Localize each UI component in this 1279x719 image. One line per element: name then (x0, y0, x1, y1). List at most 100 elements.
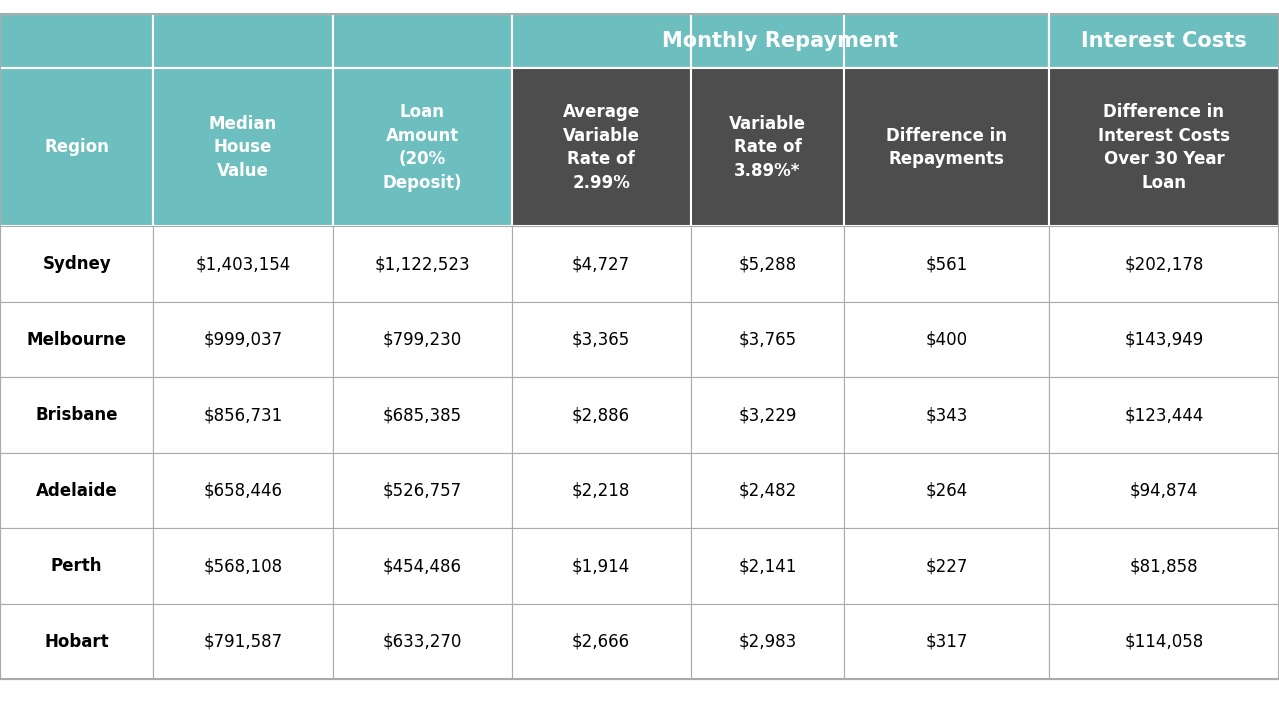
Bar (844, 68, 1049, 226)
Text: $343: $343 (925, 406, 968, 424)
Bar (153, 14, 333, 68)
Bar (691, 226, 844, 302)
Text: Average
Variable
Rate of
2.99%: Average Variable Rate of 2.99% (563, 103, 640, 192)
Bar (512, 453, 691, 528)
Bar (512, 68, 691, 226)
Bar (691, 302, 844, 377)
Text: $2,666: $2,666 (572, 633, 631, 651)
Bar (512, 528, 691, 604)
Text: $999,037: $999,037 (203, 331, 283, 349)
Bar (153, 528, 333, 604)
Bar (512, 302, 691, 377)
Text: $1,403,154: $1,403,154 (196, 255, 290, 273)
Text: $633,270: $633,270 (382, 633, 462, 651)
Text: $2,141: $2,141 (738, 557, 797, 575)
Text: $658,446: $658,446 (203, 482, 283, 500)
Bar (153, 453, 333, 528)
Text: Region: Region (45, 138, 109, 157)
Text: $526,757: $526,757 (382, 482, 462, 500)
Bar (0, 68, 153, 226)
Bar (1049, 68, 1279, 226)
Text: $856,731: $856,731 (203, 406, 283, 424)
Bar (153, 226, 333, 302)
Text: $454,486: $454,486 (382, 557, 462, 575)
Bar (844, 14, 1049, 68)
Text: Melbourne: Melbourne (27, 331, 127, 349)
Bar (0, 14, 153, 68)
Bar (512, 604, 691, 679)
Text: Difference in
Repayments: Difference in Repayments (886, 127, 1007, 168)
Bar (1049, 302, 1279, 377)
Text: Variable
Rate of
3.89%*: Variable Rate of 3.89%* (729, 115, 806, 180)
Bar (153, 68, 333, 226)
Text: $143,949: $143,949 (1124, 331, 1204, 349)
Bar (512, 14, 691, 68)
Text: Hobart: Hobart (45, 633, 109, 651)
Bar (333, 528, 512, 604)
Bar (1049, 226, 1279, 302)
Text: $4,727: $4,727 (572, 255, 631, 273)
Bar (844, 377, 1049, 453)
Bar (512, 226, 691, 302)
Bar (333, 453, 512, 528)
Bar (691, 68, 844, 226)
Bar (1049, 377, 1279, 453)
Bar (1049, 528, 1279, 604)
Bar (691, 377, 844, 453)
Text: Loan
Amount
(20%
Deposit): Loan Amount (20% Deposit) (382, 103, 462, 192)
Bar (0, 226, 153, 302)
Text: $2,218: $2,218 (572, 482, 631, 500)
Text: $568,108: $568,108 (203, 557, 283, 575)
Bar (844, 226, 1049, 302)
Text: $5,288: $5,288 (738, 255, 797, 273)
Bar (153, 604, 333, 679)
Text: $81,858: $81,858 (1129, 557, 1198, 575)
Bar (153, 377, 333, 453)
Text: $2,482: $2,482 (738, 482, 797, 500)
Text: Sydney: Sydney (42, 255, 111, 273)
Text: $791,587: $791,587 (203, 633, 283, 651)
Bar (1049, 453, 1279, 528)
Bar (153, 302, 333, 377)
Bar (333, 14, 512, 68)
Text: $114,058: $114,058 (1124, 633, 1204, 651)
Text: $1,122,523: $1,122,523 (375, 255, 469, 273)
Bar (844, 302, 1049, 377)
Text: $1,914: $1,914 (572, 557, 631, 575)
Text: $317: $317 (925, 633, 968, 651)
Text: Median
House
Value: Median House Value (208, 115, 278, 180)
Bar (0, 528, 153, 604)
Bar (333, 226, 512, 302)
Text: Brisbane: Brisbane (36, 406, 118, 424)
Text: $400: $400 (926, 331, 967, 349)
Bar (1049, 604, 1279, 679)
Bar (333, 302, 512, 377)
Bar (333, 604, 512, 679)
Text: $3,229: $3,229 (738, 406, 797, 424)
Text: $685,385: $685,385 (382, 406, 462, 424)
Bar (691, 604, 844, 679)
Text: $264: $264 (925, 482, 968, 500)
Text: $2,983: $2,983 (738, 633, 797, 651)
Text: $123,444: $123,444 (1124, 406, 1204, 424)
Bar (844, 453, 1049, 528)
Bar (333, 68, 512, 226)
Text: Difference in
Interest Costs
Over 30 Year
Loan: Difference in Interest Costs Over 30 Yea… (1097, 103, 1230, 192)
Bar (0, 453, 153, 528)
Text: $2,886: $2,886 (572, 406, 631, 424)
Text: $3,365: $3,365 (572, 331, 631, 349)
Text: $94,874: $94,874 (1129, 482, 1198, 500)
Bar (512, 377, 691, 453)
Text: $202,178: $202,178 (1124, 255, 1204, 273)
Text: Interest Costs: Interest Costs (1081, 32, 1247, 51)
Bar (0, 377, 153, 453)
Text: $3,765: $3,765 (738, 331, 797, 349)
Bar (0, 604, 153, 679)
Text: $561: $561 (925, 255, 968, 273)
Text: $227: $227 (925, 557, 968, 575)
Bar (844, 604, 1049, 679)
Bar (691, 14, 844, 68)
Bar (691, 528, 844, 604)
Bar (691, 453, 844, 528)
Text: Adelaide: Adelaide (36, 482, 118, 500)
